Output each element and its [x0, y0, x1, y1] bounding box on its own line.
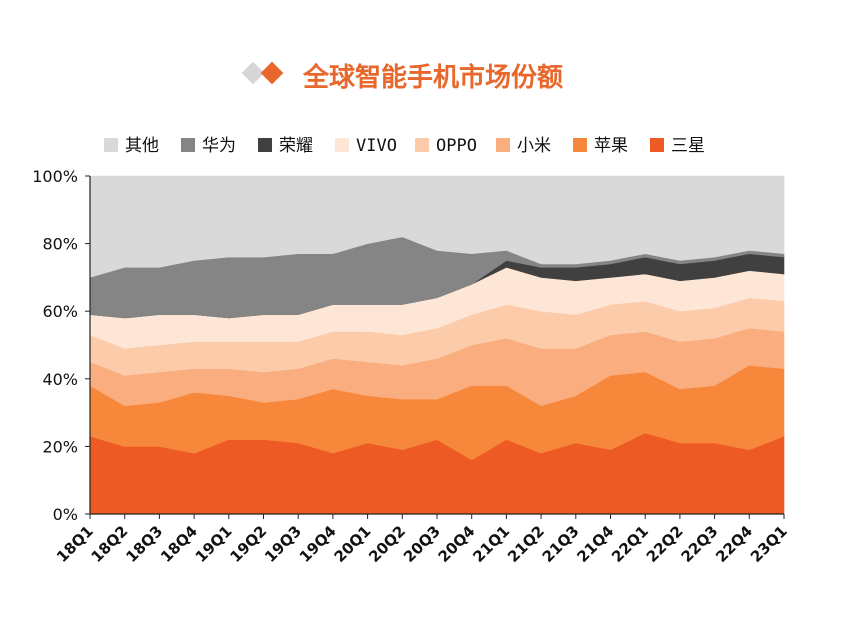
- y-tick-label: 0%: [53, 505, 78, 524]
- x-tick-label: 19Q2: [226, 522, 270, 566]
- legend-swatch: [496, 138, 510, 152]
- x-tick-label: 22Q1: [608, 522, 652, 566]
- legend-label: VIVO: [356, 136, 397, 156]
- x-tick-label: 21Q2: [504, 522, 548, 566]
- legend-label: OPPO: [436, 136, 477, 156]
- legend-swatch: [181, 138, 195, 152]
- legend-label: 三星: [671, 136, 705, 156]
- x-tick-label: 23Q1: [747, 522, 791, 566]
- area-series-8: [89, 175, 785, 278]
- x-tick-label: 18Q1: [53, 522, 97, 566]
- legend-swatch: [258, 138, 272, 152]
- x-tick-label: 19Q3: [261, 522, 305, 566]
- x-tick-label: 21Q1: [469, 522, 513, 566]
- y-tick-label: 80%: [42, 235, 78, 254]
- y-tick-label: 100%: [32, 167, 78, 186]
- x-tick-label: 21Q4: [573, 522, 617, 566]
- x-tick-label: 20Q4: [435, 522, 479, 566]
- legend-label: 小米: [517, 136, 551, 156]
- legend-label: 华为: [202, 136, 236, 156]
- legend-label: 苹果: [594, 136, 628, 156]
- x-tick-label: 20Q3: [400, 522, 444, 566]
- title-diamond-gray-icon: [241, 61, 265, 85]
- x-tick-label: 21Q3: [539, 522, 583, 566]
- legend-swatch: [335, 138, 349, 152]
- legend-swatch: [573, 138, 587, 152]
- x-tick-label: 20Q1: [331, 522, 375, 566]
- title-group: 全球智能手机市场份额: [241, 61, 563, 93]
- legend-swatch: [104, 138, 118, 152]
- x-tick-label: 18Q4: [157, 522, 201, 566]
- x-tick-label: 18Q2: [88, 522, 132, 566]
- x-tick-label: 19Q4: [296, 522, 340, 566]
- legend: 其他 华为 荣耀 VIVO OPPO 小米 苹果 三星: [104, 136, 705, 156]
- y-tick-label: 20%: [42, 437, 78, 456]
- legend-swatch: [650, 138, 664, 152]
- x-tick-label: 20Q2: [365, 522, 409, 566]
- x-tick-label: 22Q2: [643, 522, 687, 566]
- x-tick-label: 19Q1: [192, 522, 236, 566]
- plot-areas: [89, 175, 785, 515]
- x-tick-label: 22Q3: [678, 522, 722, 566]
- legend-swatch: [415, 138, 429, 152]
- x-tick-label: 22Q4: [712, 522, 756, 566]
- legend-label: 其他: [125, 136, 159, 156]
- x-tick-label: 18Q3: [122, 522, 166, 566]
- y-tick-label: 60%: [42, 302, 78, 321]
- chart-title: 全球智能手机市场份额: [302, 62, 563, 93]
- title-diamond-orange-icon: [260, 61, 284, 85]
- y-tick-label: 40%: [42, 370, 78, 389]
- legend-label: 荣耀: [279, 136, 313, 156]
